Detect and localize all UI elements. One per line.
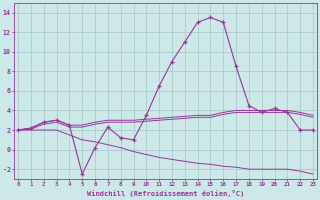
X-axis label: Windchill (Refroidissement éolien,°C): Windchill (Refroidissement éolien,°C): [87, 190, 244, 197]
